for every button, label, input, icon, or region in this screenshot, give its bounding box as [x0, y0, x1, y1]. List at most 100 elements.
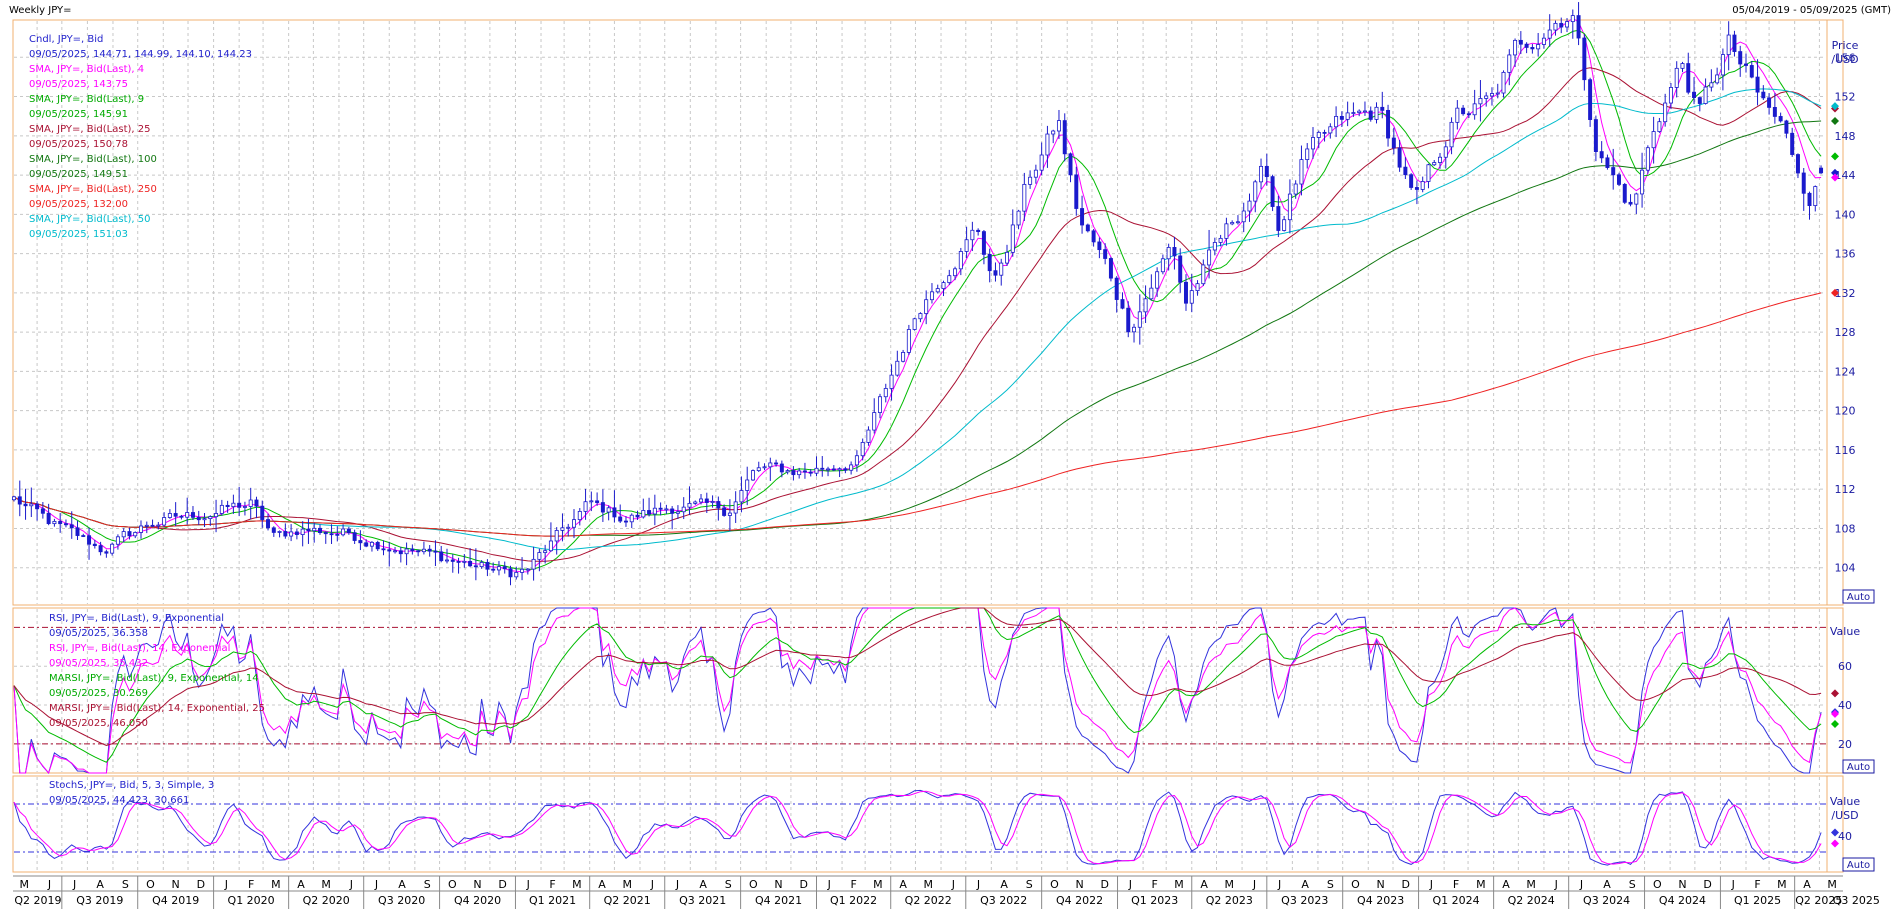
candle [1132, 323, 1137, 343]
candle [1080, 195, 1085, 234]
candle [1005, 244, 1009, 267]
price-auto-label: Auto [1847, 592, 1870, 603]
candle [797, 467, 802, 479]
month-label: A [398, 878, 406, 891]
stoch-series-line [13, 789, 1822, 866]
candle [1593, 115, 1598, 162]
candle [1692, 77, 1697, 105]
candle [572, 509, 576, 539]
rsi-axis-title: Value [1830, 625, 1860, 638]
month-label: N [1678, 878, 1686, 891]
legend-label: RSI, JPY=, Bid(Last), 14, Exponential [49, 643, 230, 654]
candle [1801, 168, 1806, 211]
month-label: M [572, 878, 582, 891]
candle [1819, 165, 1824, 175]
month-label: J [1429, 878, 1433, 891]
quarter-label: Q3 2020 [378, 894, 425, 907]
price-auto-button[interactable] [1842, 589, 1875, 604]
candle [1668, 82, 1673, 110]
candle [901, 349, 906, 363]
stoch-legend: StochS, JPY=, Bid, 5, 3, Simple, 3 09/05/… [49, 780, 214, 806]
candle [953, 266, 958, 281]
stoch-auto-button[interactable] [1842, 857, 1875, 872]
candle [144, 521, 149, 534]
quarter-label: Q4 2020 [454, 894, 501, 907]
candle [1183, 274, 1188, 311]
month-label: N [774, 878, 782, 891]
candle [1674, 61, 1679, 98]
candle [1420, 176, 1425, 193]
candle [1189, 274, 1194, 313]
candle [1207, 229, 1212, 279]
month-label: M [1526, 878, 1536, 891]
candle [785, 468, 790, 475]
candle [1201, 259, 1206, 286]
month-label: D [197, 878, 205, 891]
candle [1570, 9, 1575, 39]
candle [1778, 112, 1783, 123]
candle [1357, 109, 1362, 117]
candle [820, 456, 825, 477]
candle [1755, 59, 1760, 106]
price-tick-label: 116 [1835, 444, 1856, 457]
candle [1501, 70, 1506, 98]
candle [479, 560, 484, 569]
candle [1068, 152, 1073, 183]
candle [802, 462, 807, 479]
candle [981, 229, 986, 265]
candle [445, 548, 449, 564]
candle [976, 228, 981, 236]
last-value-marker [1831, 152, 1839, 161]
month-label: M [1476, 878, 1486, 891]
legend-label: Cndl, JPY=, Bid [29, 34, 103, 45]
legend-label: RSI, JPY=, Bid(Last), 9, Exponential [49, 613, 224, 624]
quarter-label: Q3 2023 [1281, 894, 1328, 907]
candle [1137, 294, 1142, 345]
candle [947, 269, 952, 285]
candle [1553, 20, 1558, 36]
price-tick-label: 112 [1835, 483, 1856, 496]
candle [1772, 93, 1777, 124]
legend-value: 09/05/2025, 143.75 [29, 79, 128, 90]
legend-value: 09/05/2025, 145.91 [29, 109, 128, 120]
quarter-label: Q4 2024 [1659, 894, 1706, 907]
month-label: D [799, 878, 807, 891]
month-label: F [1151, 878, 1157, 891]
candle [699, 493, 704, 505]
candle [410, 544, 415, 555]
candle [1518, 31, 1523, 55]
candle [1565, 18, 1570, 33]
candle [1316, 130, 1321, 149]
candle [1547, 14, 1552, 47]
quarter-label: Q1 2020 [228, 894, 275, 907]
month-label: M [321, 878, 331, 891]
legend-value: 09/05/2025, 30.269 [49, 688, 148, 699]
candlesticks [12, 2, 1824, 586]
candle [1761, 85, 1766, 101]
candle [1264, 153, 1269, 186]
candle [1790, 127, 1795, 157]
candle [987, 248, 992, 283]
candle [416, 549, 421, 557]
month-label: N [473, 878, 481, 891]
candle [878, 393, 882, 419]
candle [473, 548, 478, 581]
date-range: 05/04/2019 - 05/09/2025 (GMT) [1732, 5, 1891, 16]
candle [762, 463, 767, 471]
stoch-panel: 40 Value /USD Auto StochS, JPY=, Bid, 5,… [12, 775, 1875, 873]
candle [421, 541, 426, 555]
candle [1559, 17, 1564, 34]
candle [745, 466, 750, 506]
rsi-auto-button[interactable] [1842, 759, 1875, 774]
candle [1640, 152, 1645, 208]
candle [912, 317, 917, 331]
candle [1056, 109, 1061, 140]
candle [1599, 141, 1604, 163]
month-label: M [923, 878, 933, 891]
candle [450, 554, 455, 573]
candle [670, 506, 675, 530]
candle [1391, 127, 1396, 155]
candle [1074, 166, 1079, 216]
month-label: M [20, 878, 30, 891]
candle [1091, 229, 1096, 247]
